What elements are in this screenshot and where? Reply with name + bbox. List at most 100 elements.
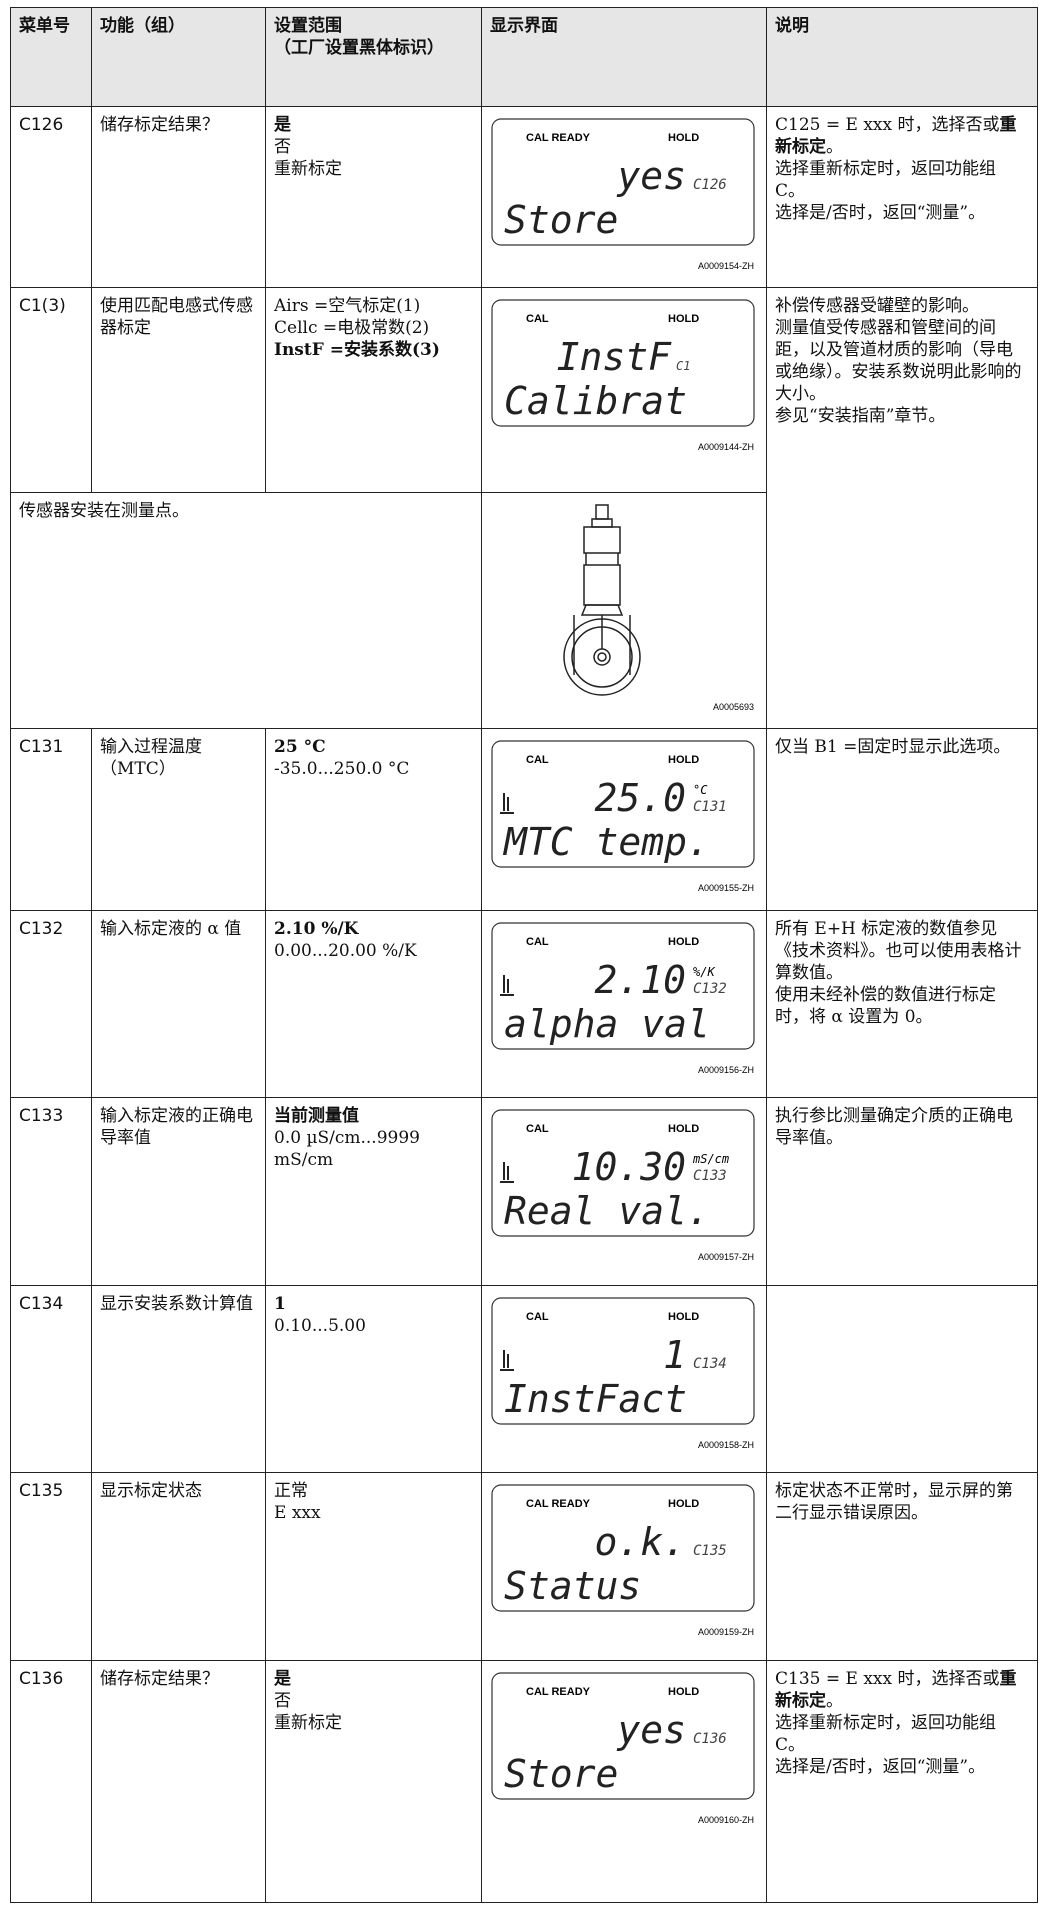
table-row: C136 储存标定结果？是否重新标定 CAL READY HOLD yes C136 Sto… bbox=[10, 1660, 1038, 1903]
text: 参见“安装指南”章节。 bbox=[775, 406, 946, 426]
menu-number: C135 bbox=[10, 1472, 92, 1661]
bold-text: 是 bbox=[274, 115, 291, 135]
setting-range: 是否重新标定 bbox=[265, 106, 482, 288]
text: 仅当 B1 =固定时显示此选项。 bbox=[775, 737, 1011, 757]
header-row: 菜单号 功能（组） 设置范围 （工厂设置黑体标识） 显示界面 说明 bbox=[10, 7, 1038, 107]
display-cell: CAL READY HOLD yes C136 Store A0009160-ZH bbox=[481, 1660, 767, 1903]
table-row: C135 显示标定状态 正常 E xxx CAL READY HOLD o.k. C135 St… bbox=[10, 1472, 1038, 1661]
display-cell: CAL HOLD 25.0 °C C131 MTC temp. A0009155-ZH bbox=[481, 728, 767, 911]
lcd-hold: HOLD bbox=[668, 313, 699, 325]
lcd-status: CAL bbox=[526, 754, 549, 766]
description: 标定状态不正常时，显示屏的第二行显示错误原因。 bbox=[766, 1472, 1038, 1661]
setting-range: 当前测量值 0.0 µS/cm...9999 mS/cm bbox=[265, 1097, 482, 1286]
description bbox=[766, 1285, 1038, 1473]
figure-id: A0009144-ZH bbox=[698, 442, 754, 452]
lcd-value: 25.0 bbox=[594, 776, 686, 820]
lcd-code: C136 bbox=[693, 1731, 727, 1747]
range-line: 0.10...5.00 bbox=[274, 1315, 473, 1337]
display-cell: CAL HOLD InstF C1 Calibrat A0009144-ZH bbox=[481, 287, 767, 493]
description-paragraph: 执行参比测量确定介质的正确电导率值。 bbox=[775, 1105, 1029, 1149]
lcd-hold: HOLD bbox=[668, 132, 699, 144]
range-line: 1 bbox=[274, 1293, 473, 1315]
description-paragraph: 仅当 B1 =固定时显示此选项。 bbox=[775, 736, 1029, 758]
menu-table: 菜单号 功能（组） 设置范围 （工厂设置黑体标识） 显示界面 说明 C126 储存标定结果？是… bbox=[10, 7, 1038, 1903]
lcd-status: CAL bbox=[526, 1123, 549, 1135]
lcd-value: o.k. bbox=[594, 1520, 686, 1564]
bold-text: 1 bbox=[274, 1294, 286, 1314]
figure-id: A0009155-ZH bbox=[698, 883, 754, 893]
table-row: C131 输入过程温度（MTC） 25 °C -35.0...250.0 °C CAL H… bbox=[10, 728, 1038, 911]
lcd-display: CAL HOLD InstF C1 Calibrat A0009144-ZH bbox=[491, 299, 755, 452]
lcd-label: alpha val bbox=[504, 1002, 710, 1046]
lcd-frame bbox=[491, 1297, 755, 1425]
display-cell: CAL HOLD 2.10 %/K C132 alpha val A0009156-ZH bbox=[481, 910, 767, 1098]
figure-id: A0009156-ZH bbox=[698, 1065, 754, 1075]
lcd-label: Store bbox=[504, 1752, 618, 1796]
lcd-code: C133 bbox=[693, 1168, 727, 1184]
header-text: 功能（组） bbox=[100, 16, 185, 36]
lcd-code: C135 bbox=[693, 1543, 727, 1559]
lcd-hold: HOLD bbox=[668, 754, 699, 766]
description-paragraph: 使用未经补偿的数值进行标定时，将 α 设置为 0。 bbox=[775, 984, 1029, 1028]
text: 所有 E+H 标定液的数值参见《技术资料》。也可以使用表格计算数值。 bbox=[775, 919, 1022, 983]
lcd-value: yes bbox=[616, 1708, 686, 1752]
text: 。 bbox=[826, 137, 843, 157]
description-paragraph: 测量值受传感器和管壁间的间距，以及管道材质的影响（导电或绝缘）。安装系数说明此影… bbox=[775, 317, 1029, 405]
text: 执行参比测量确定介质的正确电导率值。 bbox=[775, 1106, 1013, 1148]
figure-id: A0005693 bbox=[713, 702, 754, 712]
menu-number: C132 bbox=[10, 910, 92, 1098]
function-name: 输入标定液的正确电导率值 bbox=[91, 1097, 266, 1286]
range-line: 否 bbox=[274, 136, 473, 158]
range-line: 是 bbox=[274, 1668, 473, 1690]
text: -35.0...250.0 °C bbox=[274, 759, 410, 779]
lcd-code: C131 bbox=[693, 799, 727, 815]
sensor bbox=[563, 504, 641, 696]
lcd-label: InstFact bbox=[504, 1377, 687, 1421]
lcd-status: CAL READY bbox=[526, 132, 591, 144]
range-line: 0.00...20.00 %/K bbox=[274, 940, 473, 962]
text: 正常 bbox=[274, 1481, 308, 1501]
lcd-label: MTC temp. bbox=[502, 820, 710, 864]
header-cell: 显示界面 bbox=[481, 7, 767, 107]
range-line: InstF =安装系数(3) bbox=[274, 339, 473, 361]
menu-number: C131 bbox=[10, 728, 92, 911]
description-paragraph: 选择重新标定时，返回功能组 C。 bbox=[775, 158, 1029, 202]
text: Airs =空气标定(1) bbox=[274, 296, 421, 316]
lcd-hold: HOLD bbox=[668, 936, 699, 948]
text: 使用未经补偿的数值进行标定时，将 α 设置为 0。 bbox=[775, 985, 996, 1027]
lcd-frame bbox=[491, 299, 755, 427]
description-paragraph: C125 = E xxx 时，选择否或重新标定。 bbox=[775, 114, 1029, 158]
menu-number: C1(3) bbox=[10, 287, 92, 493]
text: 0.00...20.00 %/K bbox=[274, 941, 417, 961]
lcd-value: InstF bbox=[557, 335, 673, 379]
text: 补偿传感器受罐壁的影响。 bbox=[775, 296, 979, 316]
range-line: 25 °C bbox=[274, 736, 473, 758]
function-name: 显示标定状态 bbox=[91, 1472, 266, 1661]
lcd-unit: °C bbox=[693, 783, 708, 797]
header-text: 设置范围 bbox=[274, 16, 342, 36]
range-line: -35.0...250.0 °C bbox=[274, 758, 473, 780]
lcd-status: CAL bbox=[526, 1311, 549, 1323]
display-cell: CAL HOLD 1 C134 InstFact A0009158-ZH bbox=[481, 1285, 767, 1473]
text: 选择重新标定时，返回功能组 C。 bbox=[775, 1713, 996, 1755]
lcd-value: 10.30 bbox=[572, 1145, 686, 1189]
text: 选择是/否时，返回“测量”。 bbox=[775, 1757, 986, 1777]
text: 。 bbox=[826, 1691, 843, 1711]
thermometer-icon bbox=[500, 1350, 514, 1371]
header-text: 显示界面 bbox=[490, 16, 558, 36]
range-line: Cellc =电极常数(2) bbox=[274, 317, 473, 339]
lcd-value: yes bbox=[616, 154, 686, 198]
menu-number: C133 bbox=[10, 1097, 92, 1286]
thermometer-icon bbox=[500, 793, 514, 814]
description-paragraph: 选择是/否时，返回“测量”。 bbox=[775, 202, 1029, 224]
thermometer-icon bbox=[500, 1162, 514, 1183]
bold-text: 重新标定 bbox=[775, 1669, 1017, 1711]
setting-range: 1 0.10...5.00 bbox=[265, 1285, 482, 1473]
bold-text: 是 bbox=[274, 1669, 291, 1689]
lcd-code: C132 bbox=[693, 981, 727, 997]
lcd-status: CAL READY bbox=[526, 1498, 591, 1510]
figure-id: A0009157-ZH bbox=[698, 1252, 754, 1262]
sensor-drawing: A0005693 bbox=[563, 504, 754, 712]
range-line: 重新标定 bbox=[274, 158, 473, 180]
